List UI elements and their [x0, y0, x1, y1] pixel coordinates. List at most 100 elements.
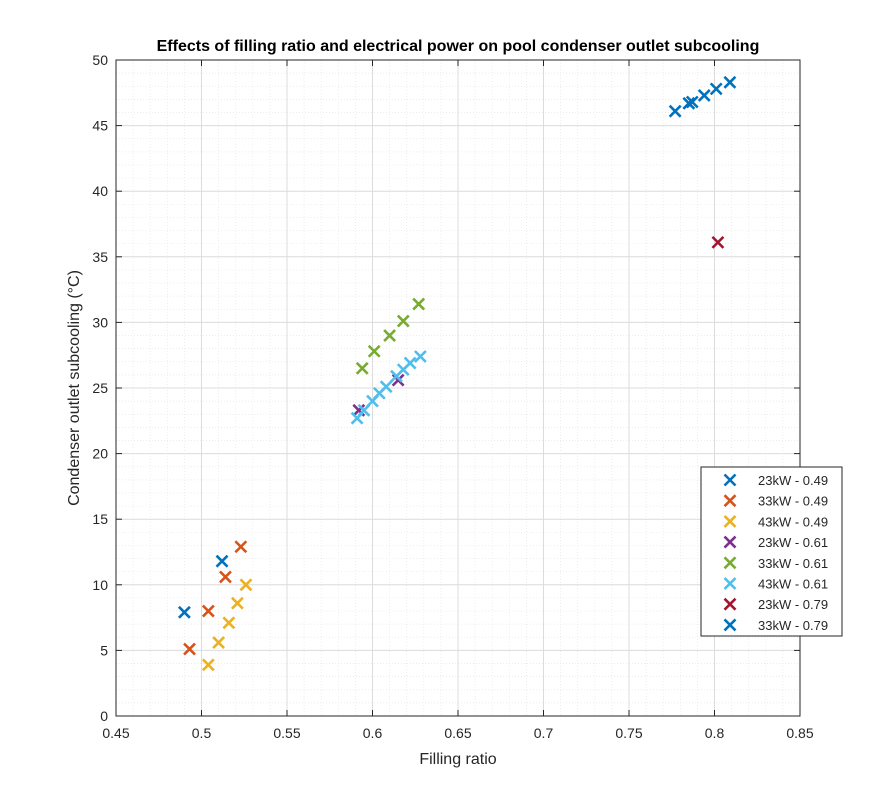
- legend-marker-shape: [723, 618, 737, 632]
- legend-marker: [723, 597, 737, 611]
- legend-items: 23kW - 0.49 33kW - 0.49 43kW - 0.49 23kW - …: [723, 473, 828, 633]
- legend-marker: [723, 494, 737, 508]
- data-point-series-5: [379, 380, 393, 394]
- y-tick-labels: 0 5 10 15 20 25 30 35 40 45 50: [92, 52, 108, 724]
- data-point-series-2: [230, 596, 244, 610]
- data-point-series-5: [403, 356, 417, 370]
- data-point-series-7-shape: [709, 82, 723, 96]
- data-point-series-4-shape: [412, 297, 426, 311]
- legend-marker-shape: [723, 494, 737, 508]
- legend-item: 33kW - 0.49: [723, 494, 828, 509]
- data-point-series-4: [383, 329, 397, 342]
- data-point-series-2-shape: [212, 636, 226, 649]
- data-point-series-4: [355, 361, 369, 375]
- data-point-series-7: [697, 89, 711, 102]
- y-tick-label: 10: [92, 577, 108, 593]
- data-point-series-1: [219, 570, 232, 584]
- data-markers: [177, 75, 737, 672]
- y-tick-label: 20: [92, 446, 108, 462]
- data-point-series-1: [201, 604, 215, 618]
- legend-label: 33kW - 0.61: [758, 556, 828, 571]
- data-point-series-5-shape: [403, 356, 417, 370]
- legend-item: 23kW - 0.49: [723, 473, 828, 488]
- data-point-series-7-shape: [682, 96, 696, 110]
- x-tick-label: 0.5: [192, 725, 212, 741]
- data-point-series-1: [234, 540, 248, 554]
- legend-label: 23kW - 0.61: [758, 535, 828, 550]
- data-point-series-1: [183, 642, 196, 656]
- legend-marker-shape: [723, 535, 737, 549]
- x-axis-label: Filling ratio: [419, 751, 496, 768]
- legend-item: 23kW - 0.79: [723, 597, 828, 612]
- x-tick-label: 0.8: [705, 725, 725, 741]
- legend-label: 33kW - 0.79: [758, 618, 828, 633]
- legend-label: 23kW - 0.79: [758, 597, 828, 612]
- data-point-series-7-shape: [723, 75, 737, 89]
- x-tick-labels: 0.45 0.5 0.55 0.6 0.65 0.7 0.75 0.8 0.85: [102, 725, 813, 741]
- y-tick-label: 15: [92, 511, 108, 527]
- y-tick-label: 35: [92, 249, 108, 265]
- data-point-series-2: [201, 658, 215, 672]
- x-tick-label: 0.7: [534, 725, 554, 741]
- x-tick-label: 0.75: [615, 725, 642, 741]
- data-point-series-7: [685, 95, 699, 109]
- data-point-series-5-shape: [413, 350, 427, 363]
- legend-marker-shape: [723, 556, 737, 570]
- data-point-series-2-shape: [230, 596, 244, 610]
- data-point-series-4: [367, 344, 381, 358]
- data-point-series-2-shape: [222, 616, 236, 630]
- data-point-series-1-shape: [234, 540, 248, 554]
- x-tick-label: 0.45: [102, 725, 129, 741]
- legend-marker: [723, 556, 737, 570]
- data-point-series-4: [396, 314, 410, 328]
- data-point-series-5: [413, 350, 427, 363]
- data-point-series-2: [239, 578, 253, 592]
- data-point-series-4-shape: [396, 314, 410, 328]
- legend-marker-shape: [723, 473, 737, 487]
- legend-item: 33kW - 0.61: [723, 556, 828, 571]
- data-point-series-2: [222, 616, 236, 630]
- x-tick-label: 0.85: [786, 725, 813, 741]
- data-point-series-0: [177, 605, 191, 619]
- y-tick-label: 50: [92, 52, 108, 68]
- data-point-series-7: [723, 75, 737, 89]
- data-point-series-7: [682, 96, 696, 110]
- legend-marker: [723, 473, 737, 487]
- data-point-series-4-shape: [367, 344, 381, 358]
- legend-label: 23kW - 0.49: [758, 473, 828, 488]
- legend-item: 23kW - 0.61: [723, 535, 828, 550]
- legend-marker: [723, 535, 737, 549]
- data-point-series-7-shape: [685, 95, 699, 109]
- data-point-series-7: [668, 104, 682, 118]
- data-point-series-1-shape: [219, 570, 232, 584]
- legend: 23kW - 0.49 33kW - 0.49 43kW - 0.49 23kW - …: [700, 466, 843, 637]
- data-point-series-2: [212, 636, 226, 649]
- legend-marker: [723, 618, 737, 632]
- legend-box: [700, 466, 843, 637]
- data-point-series-6: [711, 235, 725, 249]
- y-tick-label: 0: [100, 708, 108, 724]
- legend-label: 43kW - 0.49: [758, 514, 828, 529]
- data-point-series-4-shape: [355, 361, 369, 375]
- legend-item: 43kW - 0.61: [723, 577, 828, 592]
- y-tick-label: 30: [92, 314, 108, 330]
- data-point-series-7-shape: [697, 89, 711, 102]
- legend-marker-shape: [723, 597, 737, 611]
- y-tick-label: 5: [100, 642, 108, 658]
- legend-marker: [723, 514, 737, 528]
- legend-marker-shape: [723, 514, 737, 528]
- x-tick-label: 0.55: [273, 725, 300, 741]
- legend-label: 33kW - 0.49: [758, 494, 828, 509]
- legend-item: 33kW - 0.79: [723, 618, 828, 633]
- y-tick-label: 25: [92, 380, 108, 396]
- axis-ticks: [115, 59, 801, 717]
- x-tick-label: 0.65: [444, 725, 471, 741]
- major-grid: [115, 59, 801, 717]
- y-axis-label: Condenser outlet subcooling (°C): [66, 270, 83, 506]
- data-point-series-1-shape: [201, 604, 215, 618]
- data-point-series-2-shape: [201, 658, 215, 672]
- data-point-series-7-shape: [668, 104, 682, 118]
- data-point-series-4-shape: [383, 329, 397, 342]
